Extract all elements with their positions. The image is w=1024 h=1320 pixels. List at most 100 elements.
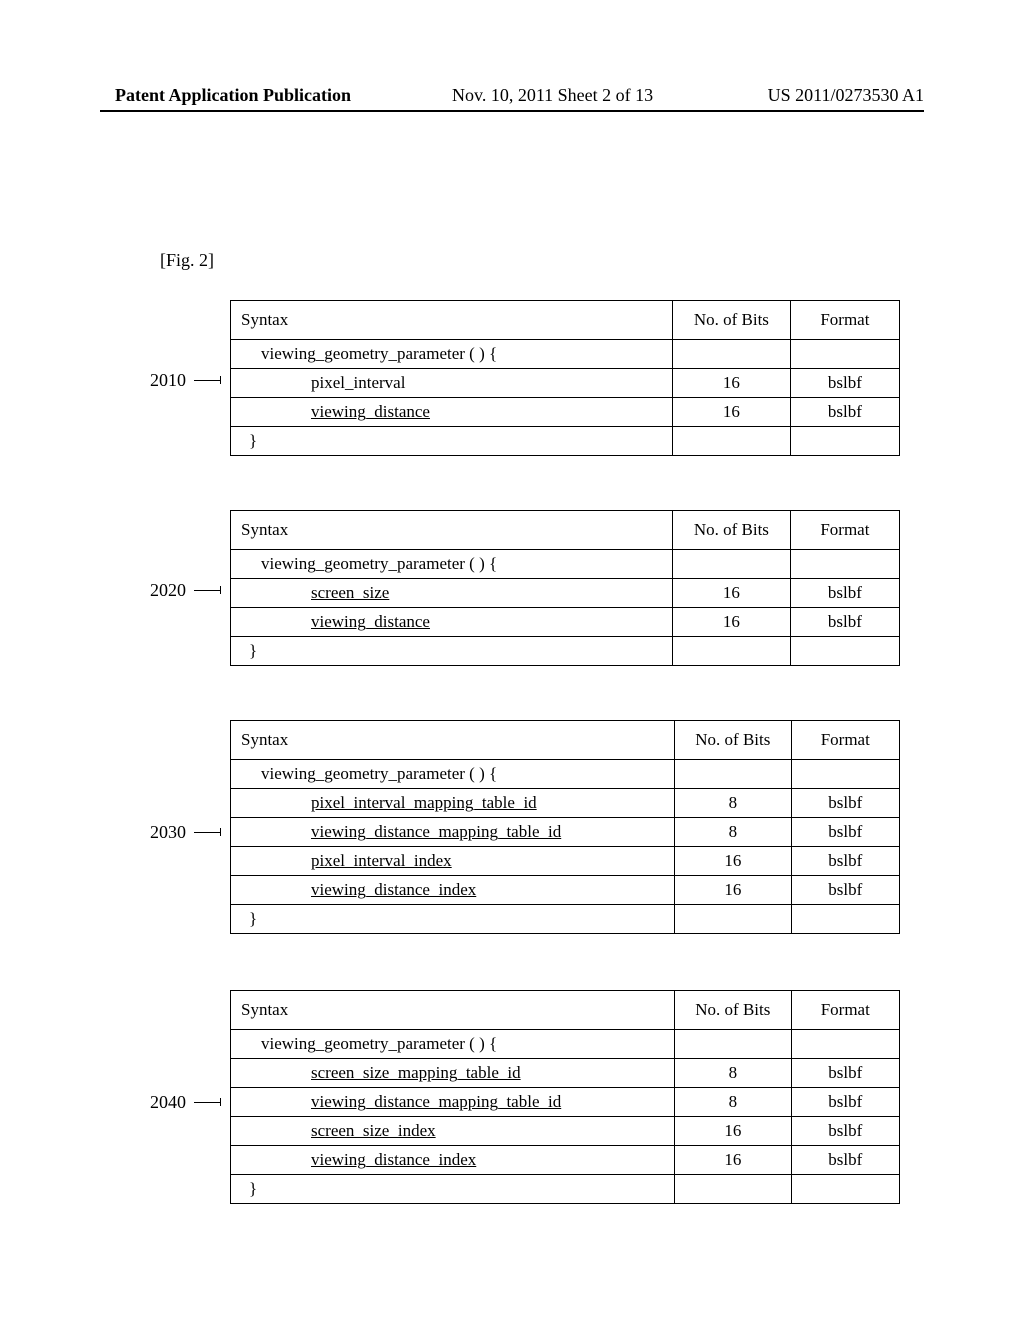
- cell-format: bslbf: [791, 789, 899, 818]
- field-name: viewing_distance_mapping_table_id: [241, 1092, 561, 1112]
- header-date-sheet: Nov. 10, 2011 Sheet 2 of 13: [452, 85, 653, 106]
- syntax-table: SyntaxNo. of BitsFormatviewing_geometry_…: [230, 300, 900, 456]
- cell-format: bslbf: [790, 579, 899, 608]
- column-header-syntax: Syntax: [231, 991, 675, 1030]
- syntax-table-block: 2040SyntaxNo. of BitsFormatviewing_geome…: [230, 990, 900, 1204]
- closer-text: }: [241, 909, 257, 929]
- table-row: viewing_distance_mapping_table_id8bslbf: [231, 818, 900, 847]
- field-name: pixel_interval: [241, 373, 405, 393]
- reference-leader-tick: [220, 828, 221, 836]
- closer-text: }: [241, 431, 257, 451]
- column-header-format: Format: [790, 301, 899, 340]
- syntax-table-block: 2030SyntaxNo. of BitsFormatviewing_geome…: [230, 720, 900, 934]
- column-header-bits: No. of Bits: [672, 301, 790, 340]
- syntax-opener: viewing_geometry_parameter ( ) {: [231, 550, 673, 579]
- reference-leader-tick: [220, 586, 221, 594]
- column-header-format: Format: [791, 721, 899, 760]
- closer-text: }: [241, 1179, 257, 1199]
- cell-format: [791, 1030, 899, 1059]
- reference-numeral: 2040: [150, 1092, 186, 1113]
- cell-bits: 8: [675, 789, 791, 818]
- table-row: screen_size_mapping_table_id8bslbf: [231, 1059, 900, 1088]
- column-header-format: Format: [791, 991, 899, 1030]
- table-header-row: SyntaxNo. of BitsFormat: [231, 991, 900, 1030]
- table-row: pixel_interval_index 16bslbf: [231, 847, 900, 876]
- cell-format: bslbf: [791, 847, 899, 876]
- reference-leader-line: [194, 1102, 220, 1103]
- syntax-field-cell: pixel_interval_mapping_table_id: [231, 789, 675, 818]
- cell-bits: 16: [675, 1117, 791, 1146]
- cell-format: bslbf: [791, 1088, 899, 1117]
- syntax-closer: }: [231, 637, 673, 666]
- field-name: pixel_interval_mapping_table_id: [241, 793, 537, 813]
- syntax-field-cell: viewing_distance: [231, 398, 673, 427]
- table-header-row: SyntaxNo. of BitsFormat: [231, 721, 900, 760]
- syntax-field-cell: viewing_distance_mapping_table_id: [231, 818, 675, 847]
- opener-text: viewing_geometry_parameter ( ) {: [241, 1034, 497, 1054]
- cell-bits: [672, 550, 790, 579]
- cell-bits: 16: [675, 847, 791, 876]
- cell-format: bslbf: [791, 1117, 899, 1146]
- cell-format: [791, 760, 899, 789]
- column-header-syntax: Syntax: [231, 721, 675, 760]
- header-pubnumber: US 2011/0273530 A1: [768, 85, 924, 106]
- cell-format: [790, 550, 899, 579]
- table-header-row: SyntaxNo. of BitsFormat: [231, 511, 900, 550]
- syntax-table: SyntaxNo. of BitsFormatviewing_geometry_…: [230, 510, 900, 666]
- cell-format: bslbf: [790, 398, 899, 427]
- cell-bits: [675, 1030, 791, 1059]
- field-name: screen_size: [241, 583, 389, 603]
- table-row: }: [231, 637, 900, 666]
- field-name: pixel_interval_index: [241, 851, 452, 871]
- syntax-field-cell: viewing_distance: [231, 608, 673, 637]
- table-row: viewing_distance16bslbf: [231, 608, 900, 637]
- syntax-table: SyntaxNo. of BitsFormat viewing_geometry_…: [230, 990, 900, 1204]
- cell-bits: [672, 340, 790, 369]
- table-row: pixel_interval_mapping_table_id 8bslbf: [231, 789, 900, 818]
- column-header-syntax: Syntax: [231, 511, 673, 550]
- syntax-closer: }: [231, 905, 675, 934]
- table-row: }: [231, 427, 900, 456]
- reference-numeral: 2010: [150, 370, 186, 391]
- cell-bits: 16: [672, 398, 790, 427]
- cell-bits: 16: [675, 876, 791, 905]
- reference-leader-tick: [220, 376, 221, 384]
- reference-numeral: 2030: [150, 822, 186, 843]
- cell-format: bslbf: [790, 608, 899, 637]
- figure-label: [Fig. 2]: [160, 250, 214, 271]
- syntax-table-block: 2020SyntaxNo. of BitsFormatviewing_geome…: [230, 510, 900, 666]
- column-header-format: Format: [790, 511, 899, 550]
- opener-text: viewing_geometry_parameter ( ) {: [241, 764, 497, 784]
- reference-leader-tick: [220, 1098, 221, 1106]
- table-row: viewing_geometry_parameter ( ) {: [231, 1030, 900, 1059]
- cell-format: [790, 637, 899, 666]
- field-name: viewing_distance_index: [241, 1150, 476, 1170]
- cell-format: bslbf: [790, 369, 899, 398]
- table-row: viewing_distance_index16bslbf: [231, 876, 900, 905]
- table-row: screen_size 16bslbf: [231, 579, 900, 608]
- column-header-bits: No. of Bits: [675, 721, 791, 760]
- table-row: viewing_geometry_parameter ( ) {: [231, 550, 900, 579]
- cell-bits: [672, 637, 790, 666]
- table-row: viewing_geometry_parameter ( ) {: [231, 340, 900, 369]
- table-header-row: SyntaxNo. of BitsFormat: [231, 301, 900, 340]
- syntax-opener: viewing_geometry_parameter ( ) {: [231, 340, 673, 369]
- cell-bits: [675, 905, 791, 934]
- cell-bits: 16: [675, 1146, 791, 1175]
- syntax-field-cell: viewing_distance_index: [231, 876, 675, 905]
- table-row: pixel_interval16bslbf: [231, 369, 900, 398]
- cell-format: bslbf: [791, 1059, 899, 1088]
- column-header-bits: No. of Bits: [672, 511, 790, 550]
- syntax-field-cell: screen_size_mapping_table_id: [231, 1059, 675, 1088]
- syntax-field-cell: viewing_distance_mapping_table_id: [231, 1088, 675, 1117]
- table-row: viewing_distance16bslbf: [231, 398, 900, 427]
- column-header-bits: No. of Bits: [675, 991, 791, 1030]
- column-header-syntax: Syntax: [231, 301, 673, 340]
- reference-numeral: 2020: [150, 580, 186, 601]
- field-name: screen_size_mapping_table_id: [241, 1063, 521, 1083]
- syntax-closer: }: [231, 1175, 675, 1204]
- syntax-opener: viewing_geometry_parameter ( ) {: [231, 760, 675, 789]
- syntax-field-cell: screen_size: [231, 579, 673, 608]
- cell-bits: 8: [675, 818, 791, 847]
- cell-bits: 16: [672, 579, 790, 608]
